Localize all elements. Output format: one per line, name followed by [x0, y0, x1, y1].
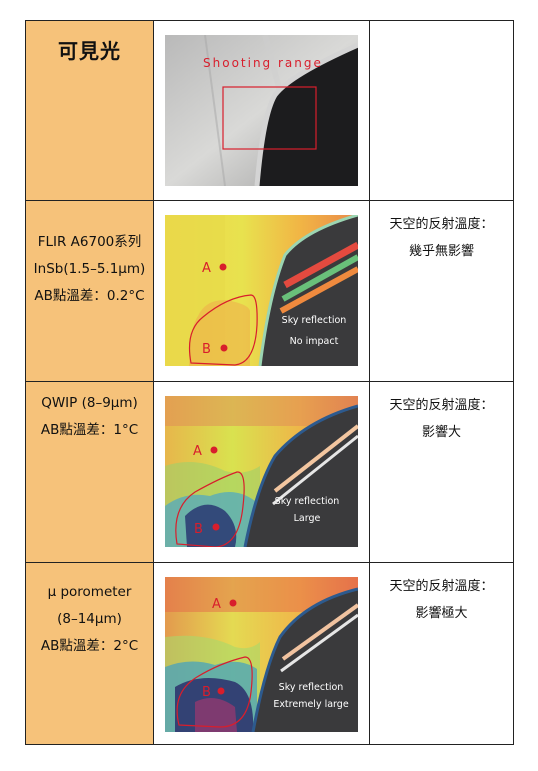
note-text: 幾乎無影響 [408, 244, 474, 259]
note-cell: 天空的反射溫度： 影響大 [370, 382, 513, 562]
note-heading: 天空的反射溫度： [389, 398, 494, 413]
image-cell: A B Sky reflection No impact [154, 201, 370, 381]
ab-temperature-difference: AB點溫差：0.2°C [34, 288, 145, 304]
table-row: FLIR A6700系列 InSb(1.5–5.1μm) AB點溫差：0.2°C [26, 201, 513, 382]
note-heading: 天空的反射溫度： [389, 579, 494, 594]
note-text: 影響大 [421, 425, 461, 440]
point-b-label: B [202, 685, 211, 700]
note-heading: 天空的反射溫度： [389, 217, 494, 232]
camera-model: QWIP (8–9μm) [41, 395, 138, 411]
note-cell: 天空的反射溫度： 幾乎無影響 [370, 201, 513, 381]
point-a-label: A [212, 597, 221, 612]
thermal-image-qwip: A B Sky reflection Large [165, 396, 358, 547]
image-cell: A B Sky reflection Large [154, 382, 370, 562]
visible-light-photo: Shooting range [165, 35, 358, 186]
image-cell: A B Sky reflection Extremely large [154, 563, 370, 744]
overlay-line-2: Large [294, 513, 321, 524]
wavelength-range: (8–14μm) [57, 611, 122, 627]
camera-model: μ porometer [47, 584, 132, 600]
overlay-line-1: Sky reflection [275, 496, 340, 507]
wavelength-range: InSb(1.5–5.1μm) [33, 261, 146, 277]
overlay-line-1: Sky reflection [282, 315, 347, 326]
note-text: 影響極大 [415, 606, 468, 621]
label-cell: FLIR A6700系列 InSb(1.5–5.1μm) AB點溫差：0.2°C [26, 201, 154, 381]
point-b-label: B [202, 342, 211, 357]
label-cell: QWIP (8–9μm) AB點溫差：1°C [26, 382, 154, 562]
label-cell: 可見光 [26, 21, 154, 200]
table-row: μ porometer (8–14μm) AB點溫差：2°C [26, 563, 513, 744]
label-cell: μ porometer (8–14μm) AB點溫差：2°C [26, 563, 154, 744]
ab-temperature-difference: AB點溫差：1°C [40, 422, 139, 438]
comparison-table: 可見光 S [25, 20, 514, 745]
ab-temperature-difference: AB點溫差：2°C [40, 638, 139, 654]
thermal-image-microbolometer: A B Sky reflection Extremely large [165, 577, 358, 732]
thermal-image-insb: A B Sky reflection No impact [165, 215, 358, 366]
overlay-line-2: Extremely large [273, 699, 349, 710]
point-a-label: A [193, 444, 202, 459]
point-a-label: A [202, 261, 211, 276]
table-row: 可見光 S [26, 21, 513, 201]
note-cell: 天空的反射溫度： 影響極大 [370, 563, 513, 744]
table-row: QWIP (8–9μm) AB點溫差：1°C [26, 382, 513, 563]
image-cell: Shooting range [154, 21, 370, 200]
overlay-line-1: Sky reflection [279, 682, 344, 693]
point-b-label: B [194, 522, 203, 537]
row-title: 可見光 [58, 39, 121, 63]
camera-model: FLIR A6700系列 [37, 234, 142, 250]
shooting-range-label: Shooting range [203, 56, 323, 70]
overlay-line-2: No impact [290, 336, 339, 347]
note-cell [370, 21, 513, 200]
